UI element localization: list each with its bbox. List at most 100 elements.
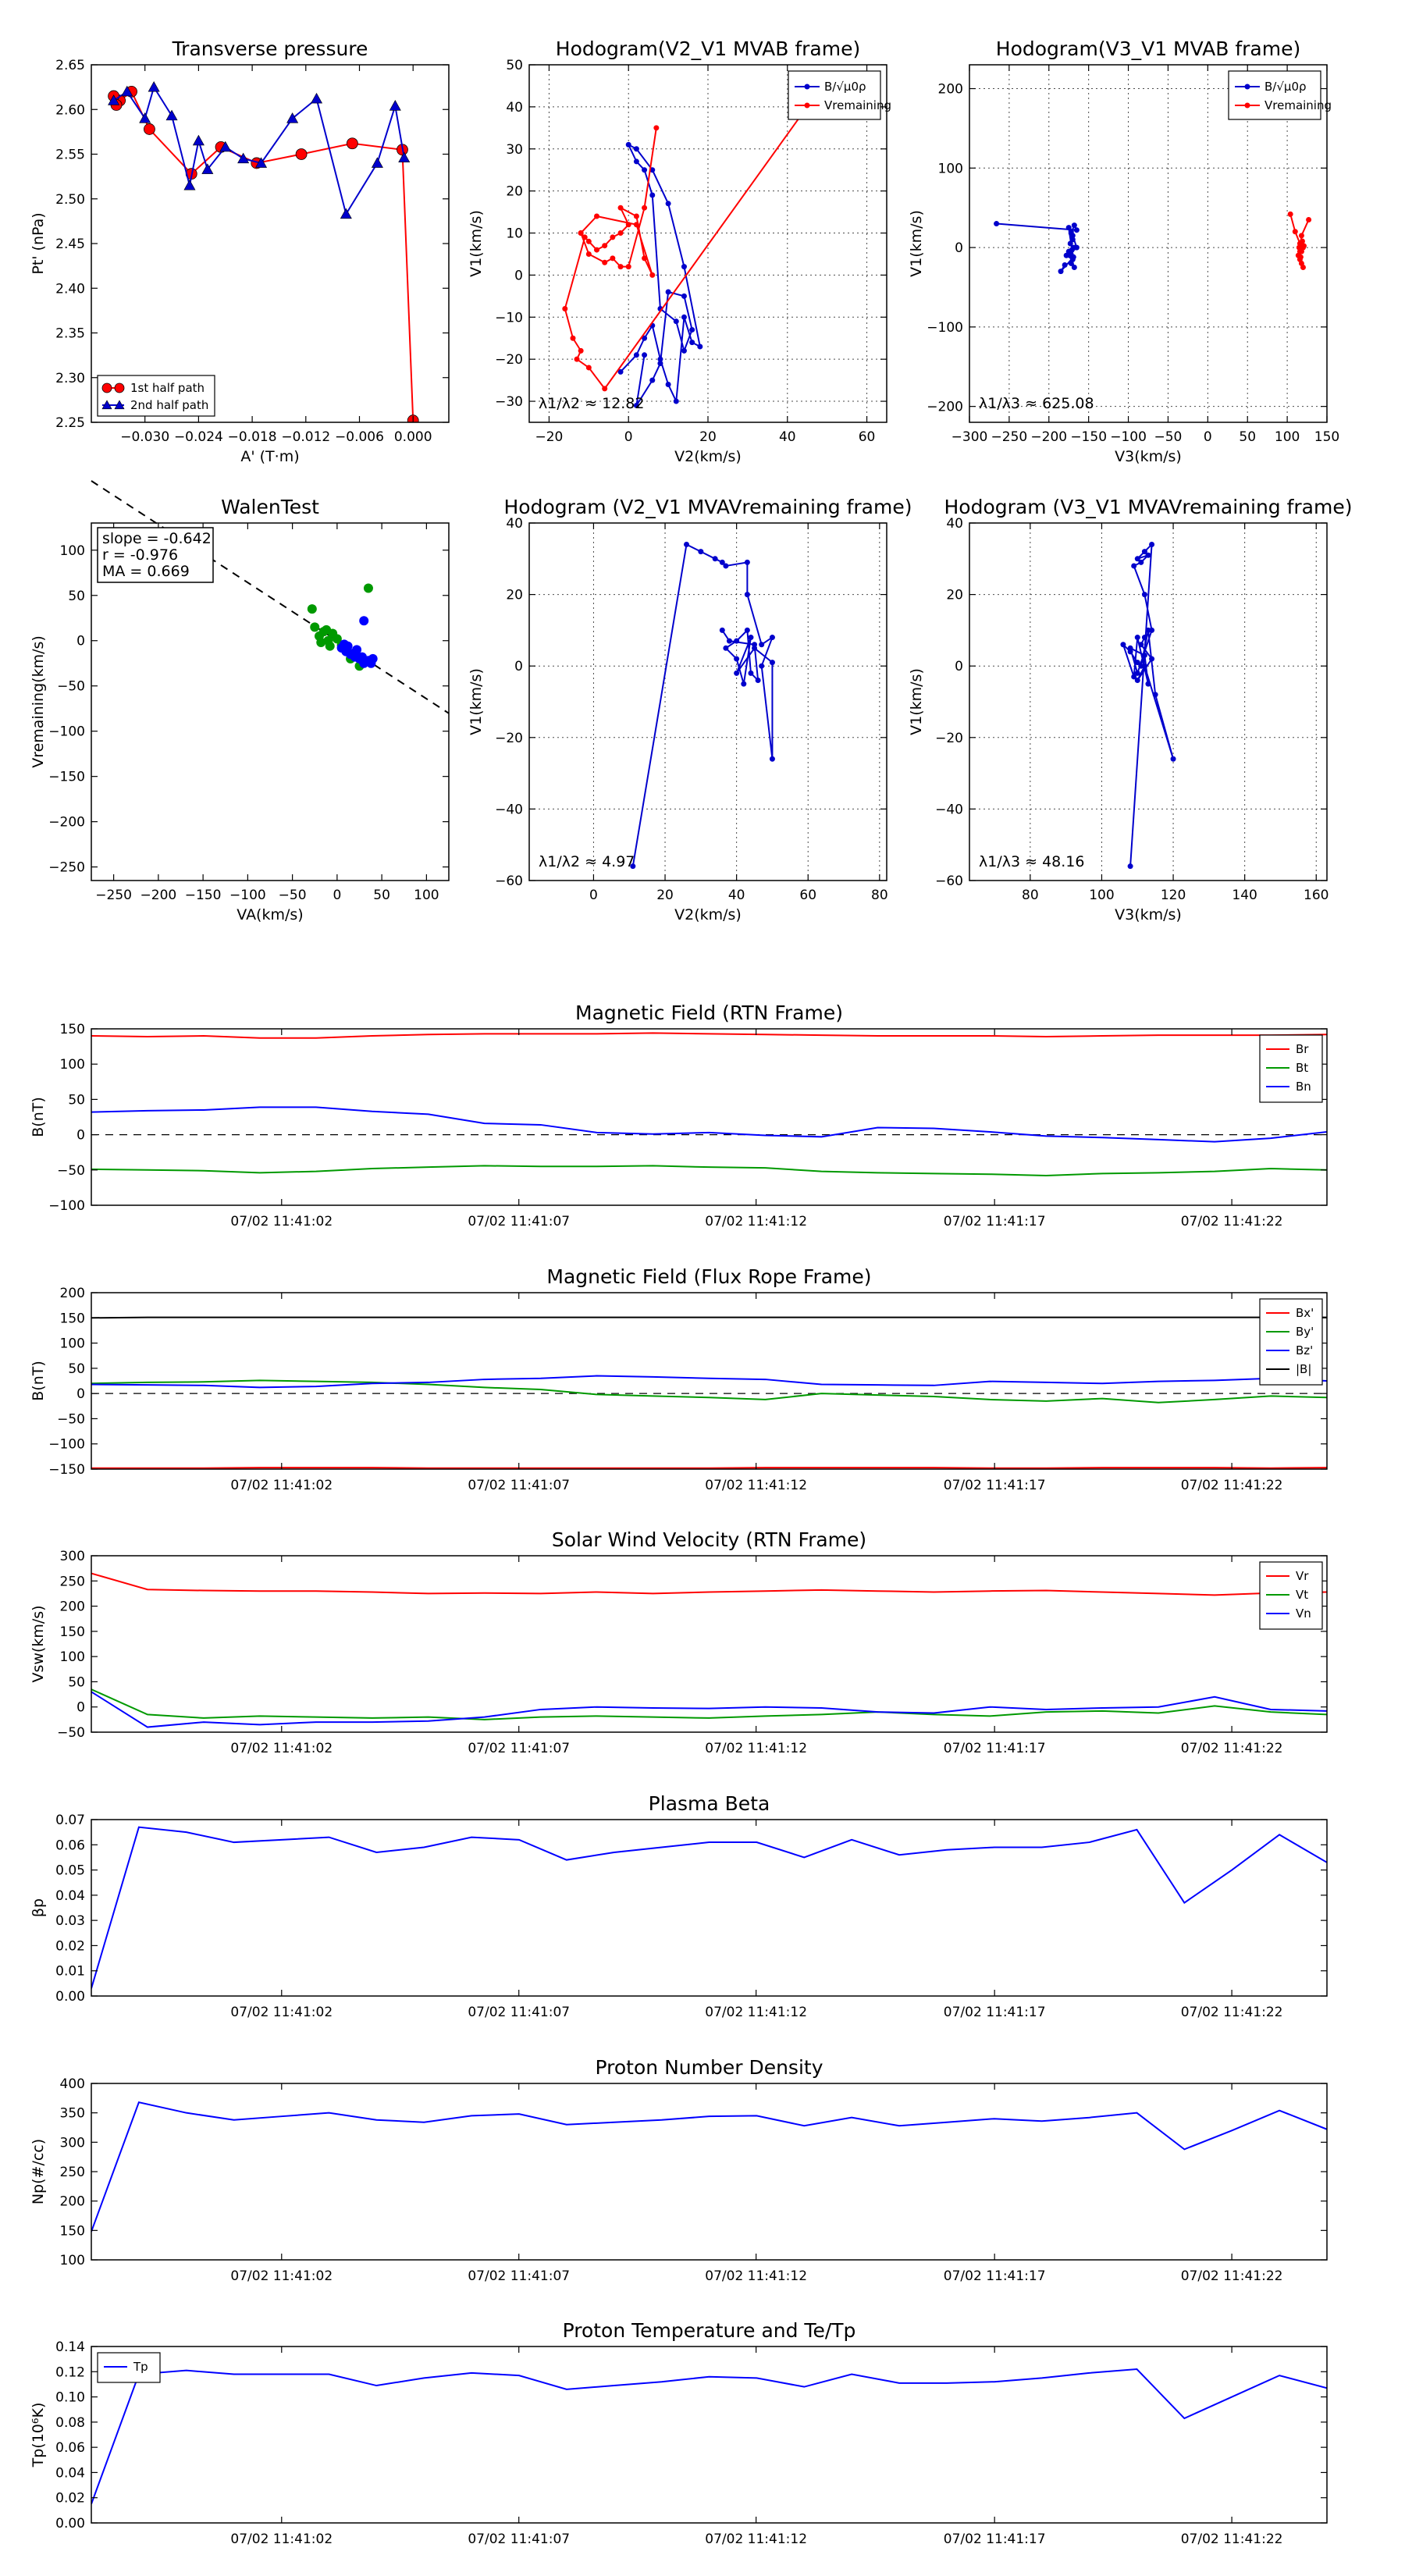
data-point bbox=[183, 179, 196, 190]
series-b---0- bbox=[617, 141, 703, 408]
data-point bbox=[357, 652, 367, 662]
data-point bbox=[625, 222, 631, 228]
series-line-vt bbox=[91, 1688, 1327, 1720]
data-point bbox=[642, 167, 648, 173]
y-tick-label: 150 bbox=[60, 1311, 85, 1326]
data-point bbox=[1069, 247, 1075, 253]
data-point bbox=[649, 272, 656, 278]
y-tick-label: 100 bbox=[60, 1336, 85, 1352]
data-point bbox=[1292, 229, 1298, 235]
y-tick-label: 0.12 bbox=[55, 2364, 85, 2380]
y-tick-label: 2.35 bbox=[55, 326, 85, 342]
data-point bbox=[642, 335, 648, 341]
x-tick-label: 07/02 11:41:02 bbox=[230, 1741, 333, 1756]
data-point bbox=[578, 230, 584, 237]
legend-label: Vremaining bbox=[824, 98, 891, 112]
axes-frame bbox=[91, 522, 450, 881]
x-tick-label: −100 bbox=[1110, 429, 1147, 445]
data-point bbox=[602, 386, 608, 392]
y-axis-label: V1(km/s) bbox=[468, 210, 485, 277]
x-tick-label: 07/02 11:41:07 bbox=[468, 1214, 570, 1229]
y-tick-label: 100 bbox=[60, 1057, 85, 1073]
y-tick-label: −250 bbox=[48, 860, 85, 876]
x-tick-label: 80 bbox=[871, 888, 888, 903]
data-point bbox=[139, 112, 151, 123]
data-point bbox=[755, 678, 761, 684]
x-tick-label: −50 bbox=[1154, 429, 1182, 445]
series-line bbox=[112, 90, 414, 421]
series-2nd-half-path bbox=[108, 81, 411, 219]
data-point bbox=[101, 400, 112, 410]
data-point bbox=[657, 361, 663, 367]
x-tick-label: 80 bbox=[1022, 888, 1039, 903]
data-point bbox=[1134, 678, 1140, 684]
y-tick-label: 40 bbox=[506, 516, 523, 532]
data-point bbox=[617, 205, 624, 211]
axes-frame bbox=[91, 2346, 1328, 2524]
data-point bbox=[311, 92, 323, 104]
plot-area bbox=[91, 1572, 1327, 1728]
y-tick-label: −150 bbox=[48, 770, 85, 785]
chart-title: Plasma Beta bbox=[649, 1792, 770, 1815]
series-line-br bbox=[91, 1032, 1327, 1039]
plot-area bbox=[1120, 541, 1176, 870]
chart-p7: 07/02 11:41:02 07/02 11:41:07 07/02 11:41:… bbox=[30, 1002, 1328, 1229]
chart-title: Hodogram (V2_V1 MVAVremaining frame) bbox=[504, 496, 912, 518]
data-point bbox=[642, 205, 648, 211]
data-point bbox=[1134, 660, 1140, 666]
chart-p11: 07/02 11:41:02 07/02 11:41:07 07/02 11:41:… bbox=[30, 2056, 1328, 2284]
y-tick-label: −60 bbox=[935, 873, 963, 889]
y-tick-label: 50 bbox=[68, 1361, 85, 1377]
data-point bbox=[719, 627, 725, 633]
data-point bbox=[1141, 652, 1147, 658]
x-tick-label: −200 bbox=[1030, 429, 1067, 445]
legend-label: Vn bbox=[1296, 1606, 1311, 1621]
y-tick-label: −100 bbox=[48, 1437, 85, 1453]
data-point bbox=[101, 382, 112, 393]
annotation-text: λ1/λ2 ≈ 4.97 bbox=[539, 853, 635, 870]
data-point bbox=[1068, 229, 1074, 235]
y-tick-label: 0 bbox=[955, 240, 963, 256]
y-tick-label: 300 bbox=[60, 2135, 85, 2151]
annotation-text: MA = 0.669 bbox=[102, 563, 190, 580]
chart-p12: 07/02 11:41:02 07/02 11:41:07 07/02 11:41:… bbox=[30, 2319, 1328, 2547]
chart-title: Hodogram(V3_V1 MVAB frame) bbox=[996, 37, 1300, 60]
axes-frame bbox=[91, 1292, 1328, 1470]
data-point bbox=[633, 222, 639, 228]
x-tick-label: −300 bbox=[951, 429, 988, 445]
annotation-text: λ1/λ3 ≈ 625.08 bbox=[979, 395, 1094, 412]
series-line-np bbox=[91, 2101, 1327, 2233]
y-axis-label: Tp(10⁶K) bbox=[30, 2403, 47, 2468]
y-tick-label: 40 bbox=[506, 100, 523, 116]
y-axis-label: V1(km/s) bbox=[468, 668, 485, 735]
x-tick-label: 07/02 11:41:22 bbox=[1181, 2005, 1283, 2020]
plot-area bbox=[994, 211, 1312, 275]
data-point bbox=[286, 112, 299, 123]
chart-title: Hodogram(V2_V1 MVAB frame) bbox=[556, 37, 860, 60]
y-tick-label: 0.04 bbox=[55, 1888, 85, 1904]
data-point bbox=[1071, 265, 1077, 271]
plot-area bbox=[91, 1032, 1327, 1177]
legend-marker bbox=[804, 84, 810, 90]
data-point bbox=[1127, 649, 1133, 655]
data-point bbox=[585, 365, 592, 371]
x-axis-label: V3(km/s) bbox=[1115, 906, 1182, 923]
legend-label: Tp bbox=[133, 2360, 148, 2374]
x-tick-label: −0.018 bbox=[228, 429, 277, 445]
y-tick-label: −50 bbox=[57, 1163, 85, 1179]
series-line-bz bbox=[91, 1375, 1327, 1389]
data-point bbox=[237, 152, 250, 164]
data-point bbox=[574, 356, 580, 362]
legend-box bbox=[97, 375, 215, 417]
data-point bbox=[578, 347, 584, 354]
data-point bbox=[625, 264, 631, 270]
legend-label: 2nd half path bbox=[130, 398, 208, 412]
data-point bbox=[219, 141, 232, 152]
data-point bbox=[1067, 240, 1073, 247]
x-tick-label: 20 bbox=[656, 888, 674, 903]
data-point bbox=[585, 238, 592, 244]
x-tick-label: 07/02 11:41:17 bbox=[944, 2532, 1046, 2547]
x-tick-label: −0.012 bbox=[281, 429, 330, 445]
data-point bbox=[681, 264, 687, 270]
